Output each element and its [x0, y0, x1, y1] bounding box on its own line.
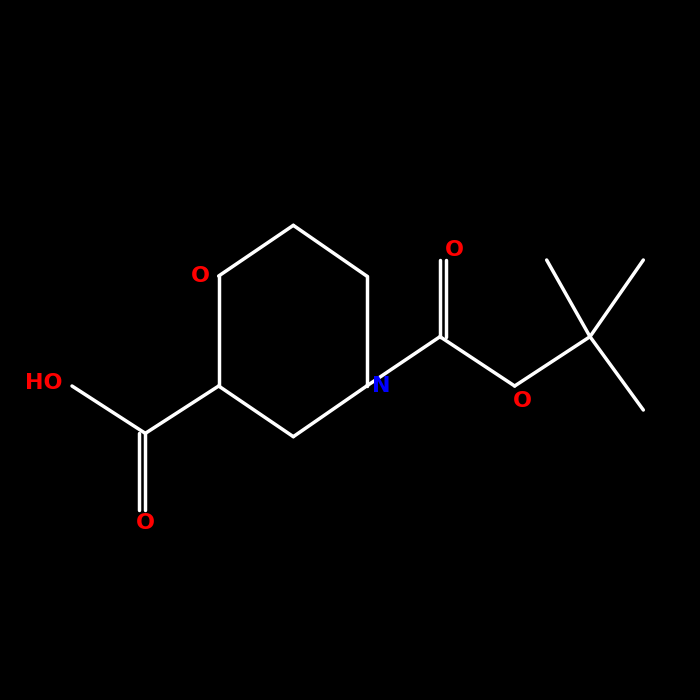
Text: O: O: [445, 240, 464, 260]
Text: N: N: [372, 376, 391, 396]
Text: O: O: [190, 266, 209, 286]
Text: O: O: [513, 391, 532, 411]
Text: O: O: [136, 513, 155, 533]
Text: HO: HO: [25, 372, 63, 393]
